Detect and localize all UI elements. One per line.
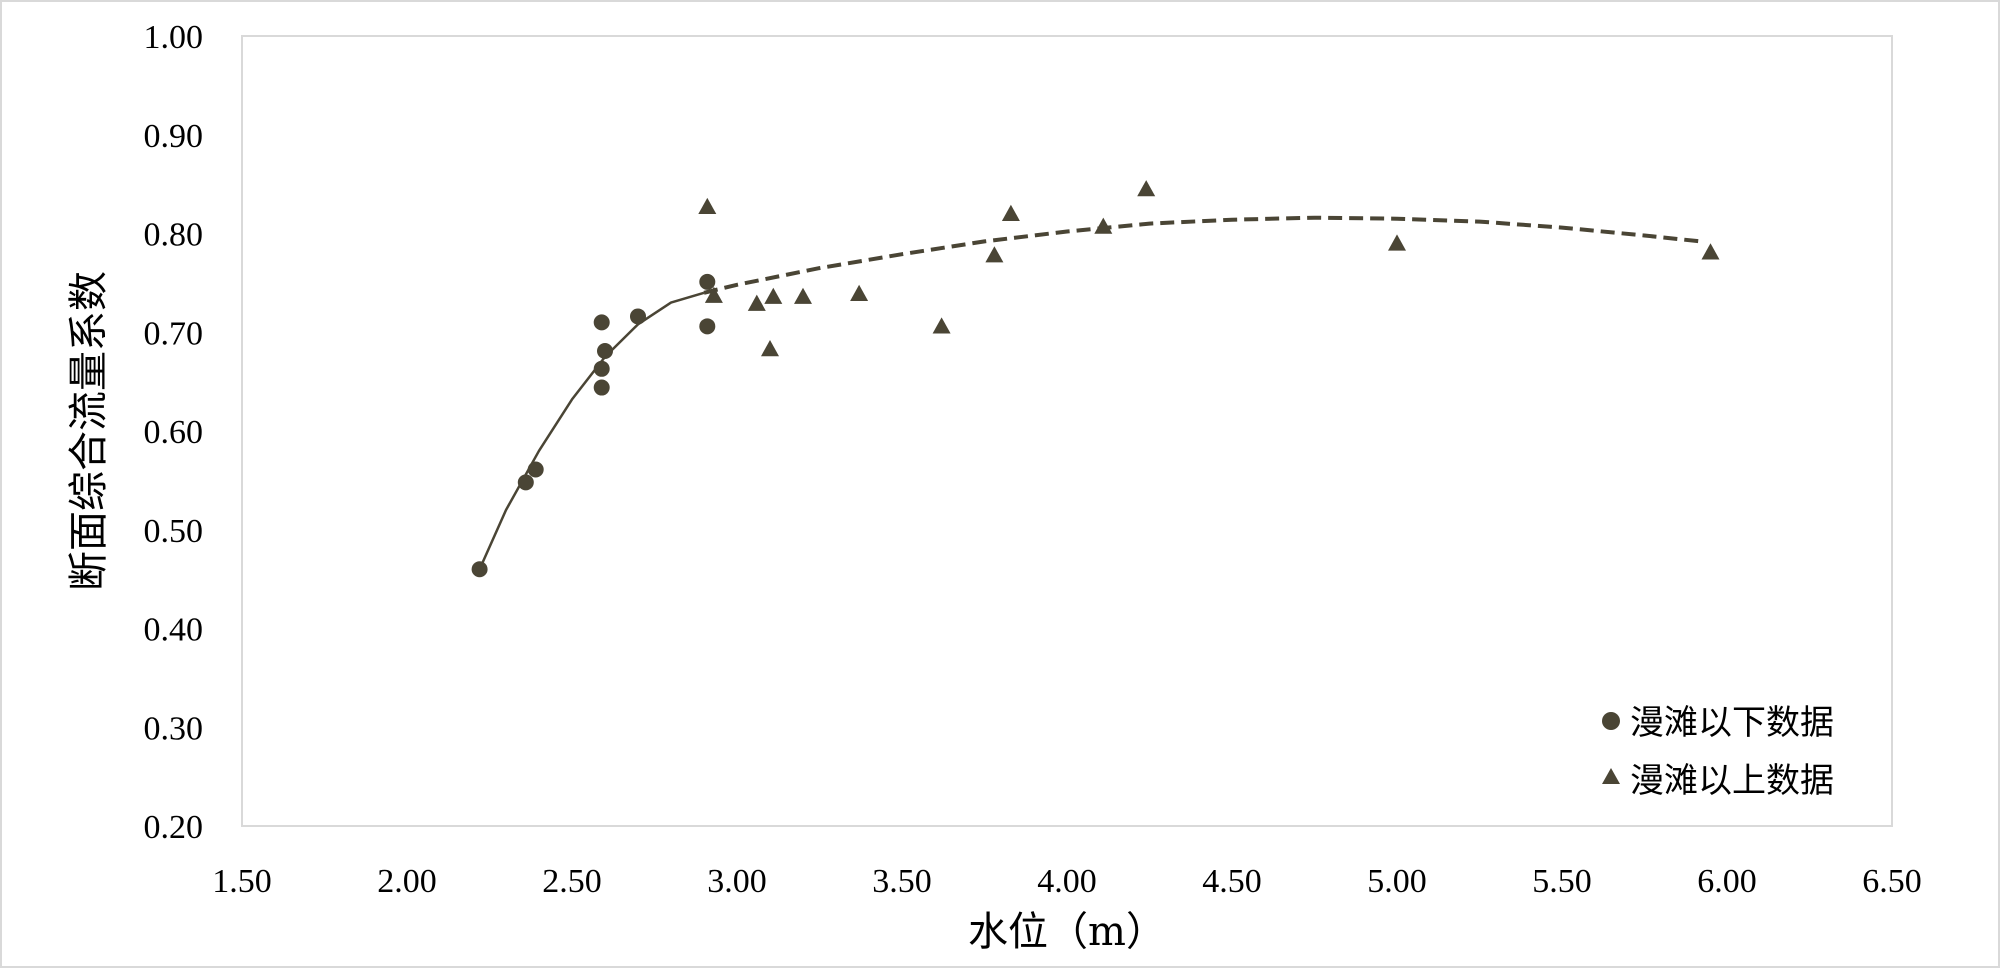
data-point-triangle xyxy=(985,246,1004,263)
data-point-circle xyxy=(471,561,488,578)
y-tick-label: 0.20 xyxy=(144,809,204,846)
data-point-triangle xyxy=(794,287,812,304)
x-tick-label: 6.50 xyxy=(1862,863,1922,900)
x-axis-ticks: 1.50 2.00 2.50 3.00 3.50 4.00 4.50 5.00 5.50 6.00… xyxy=(212,863,1922,900)
plot-area-border xyxy=(241,35,1893,827)
y-tick-label: 0.80 xyxy=(144,217,204,254)
x-tick-label: 2.50 xyxy=(542,863,602,900)
x-tick-label: 5.00 xyxy=(1367,863,1427,900)
data-point-circle xyxy=(527,461,544,478)
legend-label-series-1: 漫滩以下数据 xyxy=(1630,703,1834,743)
data-point-circle xyxy=(517,474,534,491)
x-axis-title: 水位（m） xyxy=(968,909,1166,955)
data-point-triangle xyxy=(698,197,717,215)
data-points-layer xyxy=(471,180,1720,578)
x-tick-label: 1.50 xyxy=(212,863,272,900)
data-point-triangle xyxy=(1137,180,1156,197)
data-point-triangle xyxy=(850,284,869,301)
data-point-circle xyxy=(593,314,610,331)
y-axis-title: 断面综合流量系数 xyxy=(66,271,112,591)
data-point-circle xyxy=(630,308,646,325)
y-tick-label: 0.40 xyxy=(144,612,204,649)
legend-triangle-marker xyxy=(1602,768,1620,784)
data-point-triangle xyxy=(747,294,766,311)
x-tick-label: 2.00 xyxy=(377,863,437,900)
legend-label-series-2: 漫滩以上数据 xyxy=(1630,761,1834,801)
x-tick-label: 4.00 xyxy=(1037,863,1097,900)
data-point-circle xyxy=(593,360,610,377)
y-axis-ticks: 0.20 0.30 0.40 0.50 0.60 0.70 0.80 0.90 1.00 xyxy=(144,19,204,846)
x-tick-label: 6.00 xyxy=(1697,863,1757,900)
y-tick-label: 0.60 xyxy=(144,414,204,451)
x-tick-label: 4.50 xyxy=(1202,863,1262,900)
y-tick-label: 0.30 xyxy=(144,710,204,747)
data-point-triangle xyxy=(761,340,779,357)
trendline-layer xyxy=(478,215,1701,570)
data-point-circle xyxy=(597,343,613,360)
x-tick-label: 3.50 xyxy=(872,863,932,900)
x-tick-label: 3.00 xyxy=(707,863,767,900)
data-point-circle xyxy=(699,318,716,335)
y-tick-label: 0.70 xyxy=(144,315,204,352)
trendline-dashed xyxy=(703,215,1701,295)
x-tick-label: 5.50 xyxy=(1532,863,1592,900)
data-point-circle xyxy=(593,379,610,396)
data-point-circle xyxy=(699,273,716,290)
y-tick-label: 1.00 xyxy=(144,19,204,56)
data-point-triangle xyxy=(704,286,723,303)
y-tick-label: 0.90 xyxy=(144,118,204,155)
data-point-triangle xyxy=(932,317,951,334)
legend-circle-marker xyxy=(1602,712,1620,730)
data-point-triangle xyxy=(1701,243,1720,260)
legend: 漫滩以下数据 漫滩以上数据 xyxy=(1602,703,1834,801)
data-point-triangle xyxy=(1094,217,1113,234)
data-point-triangle xyxy=(1001,204,1020,221)
trendline-solid xyxy=(478,291,705,570)
data-point-triangle xyxy=(764,287,783,304)
y-tick-label: 0.50 xyxy=(144,513,204,550)
data-point-triangle xyxy=(1388,234,1406,251)
